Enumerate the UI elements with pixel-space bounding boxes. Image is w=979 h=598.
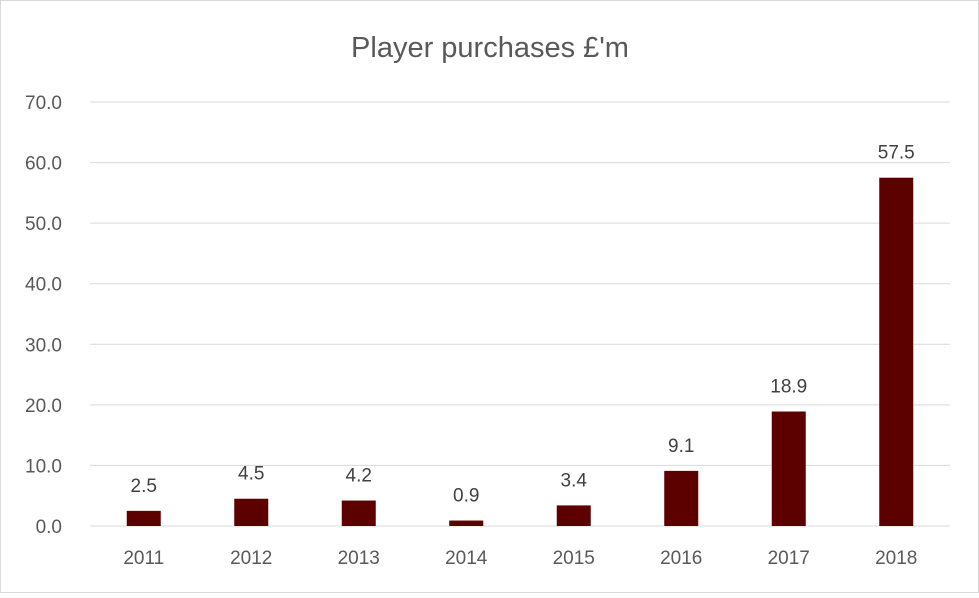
data-label-2018: 57.5 bbox=[878, 143, 915, 164]
bar-2018 bbox=[879, 177, 914, 526]
data-label-2011: 2.5 bbox=[131, 476, 157, 497]
y-tick-label: 70.0 bbox=[25, 93, 62, 114]
bar-2017 bbox=[771, 411, 806, 526]
data-label-2017: 18.9 bbox=[770, 377, 807, 398]
y-axis-ticks: 0.0 10.0 20.0 30.0 40.0 50.0 60.0 70.0 bbox=[25, 93, 62, 538]
x-tick-label: 2013 bbox=[338, 548, 380, 569]
x-tick-label: 2011 bbox=[123, 548, 164, 569]
bar-2011 bbox=[126, 510, 161, 526]
data-labels: 2.5 4.5 4.2 0.9 3.4 9.1 18.9 57.5 bbox=[131, 143, 915, 507]
y-tick-label: 50.0 bbox=[25, 214, 62, 235]
data-label-2015: 3.4 bbox=[561, 470, 588, 491]
y-tick-label: 0.0 bbox=[36, 517, 62, 538]
y-tick-label: 60.0 bbox=[25, 154, 62, 175]
data-label-2012: 4.5 bbox=[238, 464, 264, 485]
bar-2012 bbox=[234, 498, 269, 526]
x-tick-label: 2015 bbox=[553, 548, 595, 569]
bar-2016 bbox=[664, 470, 699, 526]
x-tick-label: 2017 bbox=[768, 548, 810, 569]
y-tick-label: 40.0 bbox=[25, 275, 62, 296]
bar-2015 bbox=[556, 505, 591, 526]
y-tick-label: 30.0 bbox=[25, 335, 62, 356]
gridlines bbox=[90, 101, 950, 527]
chart-title: Player purchases £'m bbox=[351, 32, 629, 64]
y-tick-label: 20.0 bbox=[25, 396, 62, 417]
y-tick-label: 10.0 bbox=[25, 456, 62, 477]
x-tick-label: 2016 bbox=[660, 548, 702, 569]
bar-2014 bbox=[449, 520, 484, 526]
x-tick-label: 2014 bbox=[445, 548, 488, 569]
data-label-2014: 0.9 bbox=[453, 486, 479, 507]
x-tick-label: 2012 bbox=[230, 548, 272, 569]
x-tick-label: 2018 bbox=[875, 548, 917, 569]
data-label-2016: 9.1 bbox=[668, 436, 694, 457]
data-label-2013: 4.2 bbox=[346, 466, 372, 487]
bars bbox=[126, 177, 914, 526]
bar-2013 bbox=[341, 500, 376, 526]
x-axis-ticks: 2011 2012 2013 2014 2015 2016 2017 2018 bbox=[123, 548, 917, 569]
